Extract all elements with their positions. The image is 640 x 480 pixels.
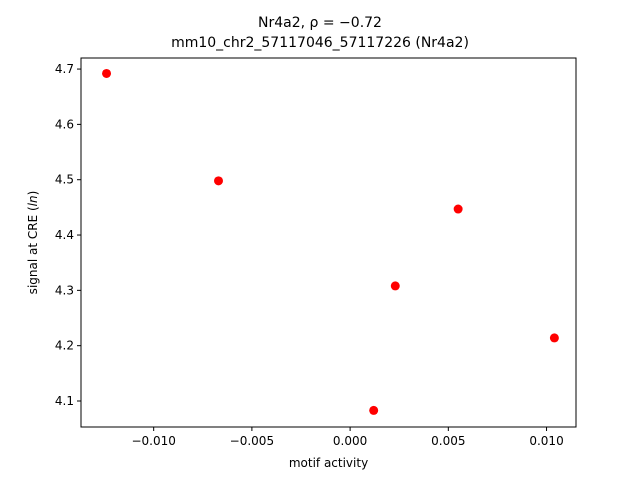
plot-frame (80, 57, 577, 428)
x-tick-label: 0.000 (333, 434, 367, 448)
chart-title-line-2: mm10_chr2_57117046_57117226 (Nr4a2) (171, 35, 469, 51)
y-tick-label: 4.5 (55, 173, 74, 187)
x-axis: −0.010 −0.005 0.000 0.005 0.010 (131, 427, 564, 448)
x-tick-label: −0.010 (131, 434, 175, 448)
data-point (369, 405, 379, 415)
x-tick-label: 0.010 (529, 434, 563, 448)
x-tick-label: −0.005 (230, 434, 274, 448)
y-tick-label: 4.2 (55, 339, 74, 353)
y-tick-label: 4.4 (55, 228, 74, 242)
x-axis-label: motif activity (289, 456, 368, 470)
data-point (390, 281, 400, 291)
y-axis: 4.1 4.2 4.3 4.4 4.5 4.6 4.7 (55, 62, 81, 408)
x-tick-label: 0.005 (431, 434, 465, 448)
data-point (549, 333, 559, 343)
data-points (102, 68, 559, 415)
y-tick-label: 4.6 (55, 117, 74, 131)
chart-title-line-1: Nr4a2, ρ = −0.72 (258, 15, 382, 31)
y-axis-label: signal at CRE (ln) (26, 191, 40, 295)
data-point (214, 176, 223, 186)
y-tick-label: 4.7 (55, 62, 74, 76)
data-point (102, 68, 112, 78)
data-point (453, 204, 463, 214)
y-tick-label: 4.1 (55, 394, 74, 408)
y-tick-label: 4.3 (55, 283, 74, 297)
